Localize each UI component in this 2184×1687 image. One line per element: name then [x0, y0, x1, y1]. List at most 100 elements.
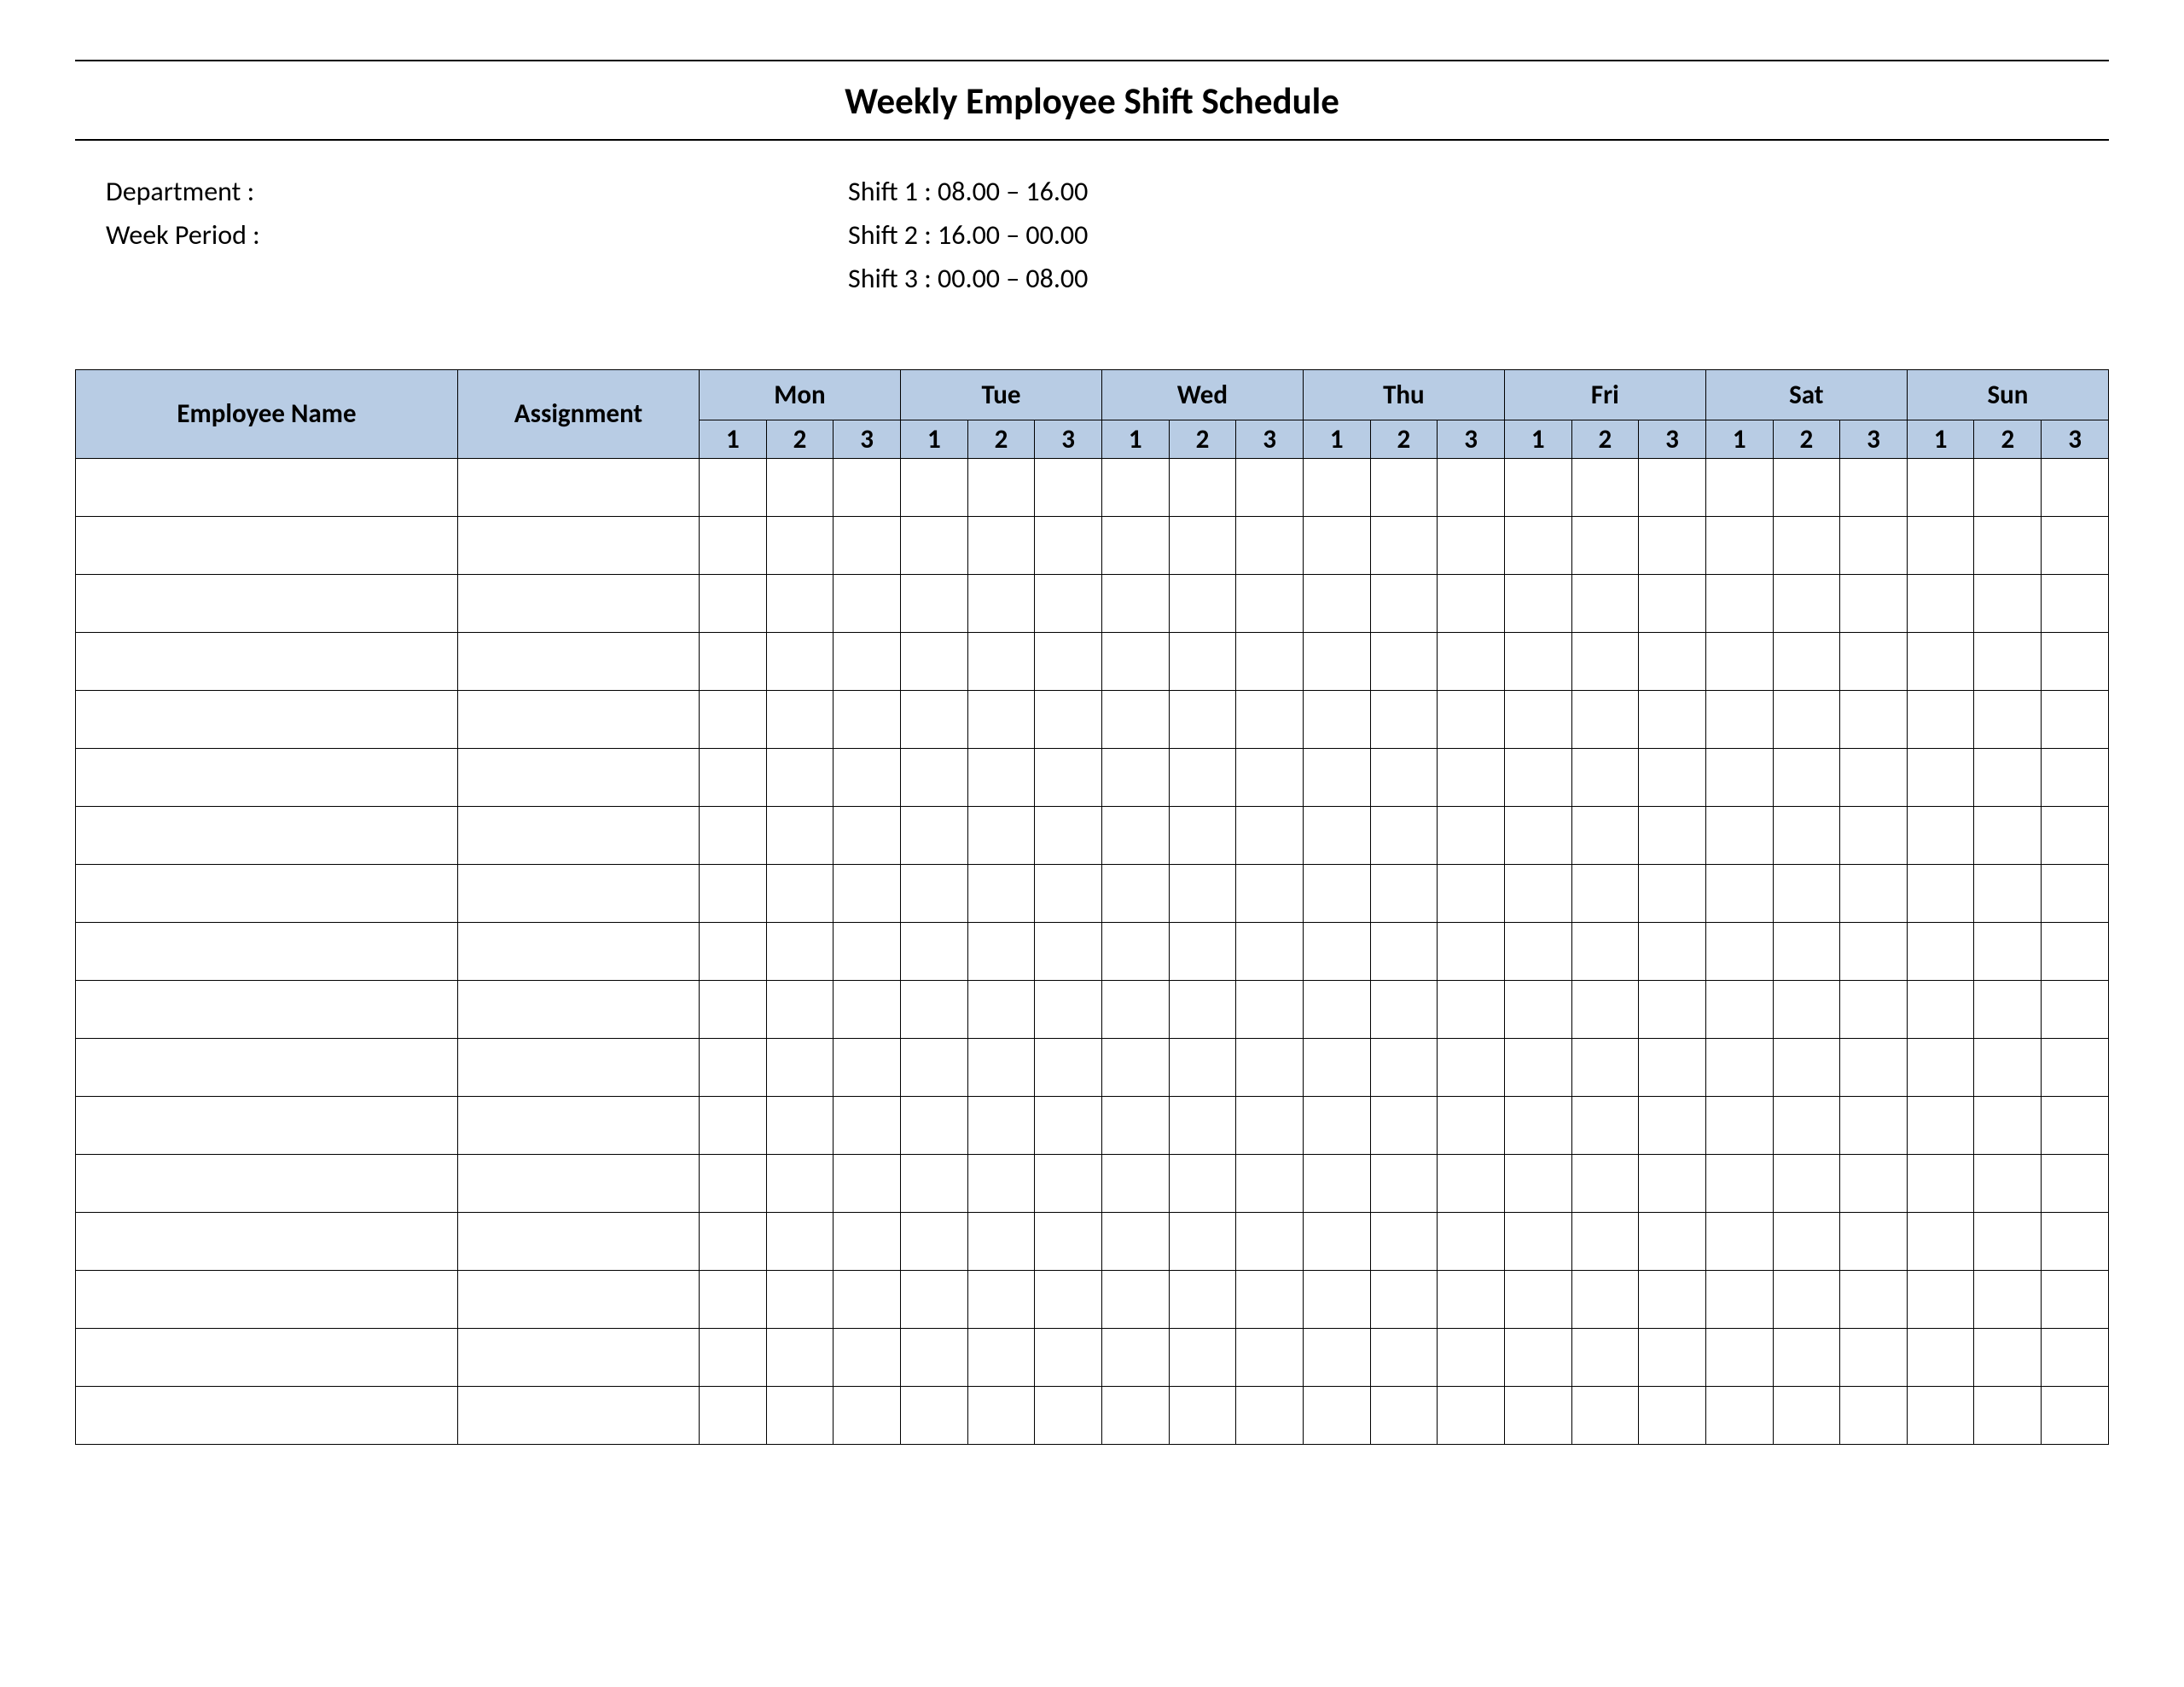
shift-cell[interactable]	[700, 1038, 767, 1096]
assignment-cell[interactable]	[458, 516, 700, 574]
shift-cell[interactable]	[1773, 748, 1840, 806]
shift-cell[interactable]	[1974, 1038, 2042, 1096]
shift-cell[interactable]	[1101, 1212, 1169, 1270]
shift-cell[interactable]	[700, 922, 767, 980]
shift-cell[interactable]	[1101, 748, 1169, 806]
employee-name-cell[interactable]	[76, 574, 458, 632]
shift-cell[interactable]	[900, 516, 967, 574]
shift-cell[interactable]	[1438, 516, 1505, 574]
shift-cell[interactable]	[1101, 632, 1169, 690]
shift-cell[interactable]	[1035, 806, 1102, 864]
shift-cell[interactable]	[1438, 1096, 1505, 1154]
shift-cell[interactable]	[1907, 1096, 1974, 1154]
shift-cell[interactable]	[967, 632, 1035, 690]
shift-cell[interactable]	[834, 748, 901, 806]
shift-cell[interactable]	[900, 1154, 967, 1212]
shift-cell[interactable]	[1974, 1154, 2042, 1212]
shift-cell[interactable]	[967, 690, 1035, 748]
shift-cell[interactable]	[1370, 1154, 1438, 1212]
shift-cell[interactable]	[1169, 690, 1236, 748]
shift-cell[interactable]	[1504, 1154, 1571, 1212]
shift-cell[interactable]	[900, 748, 967, 806]
shift-cell[interactable]	[967, 1386, 1035, 1444]
shift-cell[interactable]	[1571, 1038, 1639, 1096]
shift-cell[interactable]	[1303, 1096, 1370, 1154]
assignment-cell[interactable]	[458, 1212, 700, 1270]
shift-cell[interactable]	[1504, 922, 1571, 980]
shift-cell[interactable]	[834, 1154, 901, 1212]
shift-cell[interactable]	[1571, 574, 1639, 632]
shift-cell[interactable]	[1571, 980, 1639, 1038]
shift-cell[interactable]	[1974, 1328, 2042, 1386]
shift-cell[interactable]	[1974, 806, 2042, 864]
shift-cell[interactable]	[834, 1270, 901, 1328]
shift-cell[interactable]	[1438, 458, 1505, 516]
shift-cell[interactable]	[1101, 690, 1169, 748]
shift-cell[interactable]	[1236, 574, 1304, 632]
shift-cell[interactable]	[1101, 1154, 1169, 1212]
shift-cell[interactable]	[1639, 690, 1706, 748]
shift-cell[interactable]	[2042, 864, 2109, 922]
shift-cell[interactable]	[967, 922, 1035, 980]
shift-cell[interactable]	[1705, 1270, 1773, 1328]
shift-cell[interactable]	[700, 980, 767, 1038]
shift-cell[interactable]	[1303, 864, 1370, 922]
shift-cell[interactable]	[1035, 1212, 1102, 1270]
shift-cell[interactable]	[1035, 516, 1102, 574]
shift-cell[interactable]	[967, 1270, 1035, 1328]
shift-cell[interactable]	[1303, 632, 1370, 690]
shift-cell[interactable]	[1101, 922, 1169, 980]
shift-cell[interactable]	[1101, 574, 1169, 632]
shift-cell[interactable]	[766, 1096, 834, 1154]
employee-name-cell[interactable]	[76, 1328, 458, 1386]
shift-cell[interactable]	[1773, 1270, 1840, 1328]
shift-cell[interactable]	[1370, 1386, 1438, 1444]
shift-cell[interactable]	[1571, 748, 1639, 806]
shift-cell[interactable]	[1773, 922, 1840, 980]
shift-cell[interactable]	[1504, 1386, 1571, 1444]
employee-name-cell[interactable]	[76, 1212, 458, 1270]
assignment-cell[interactable]	[458, 1328, 700, 1386]
shift-cell[interactable]	[1303, 922, 1370, 980]
shift-cell[interactable]	[1504, 574, 1571, 632]
shift-cell[interactable]	[1169, 1386, 1236, 1444]
shift-cell[interactable]	[1236, 516, 1304, 574]
shift-cell[interactable]	[1840, 632, 1908, 690]
shift-cell[interactable]	[766, 1038, 834, 1096]
shift-cell[interactable]	[1035, 748, 1102, 806]
shift-cell[interactable]	[1907, 690, 1974, 748]
assignment-cell[interactable]	[458, 690, 700, 748]
shift-cell[interactable]	[1101, 458, 1169, 516]
shift-cell[interactable]	[1370, 574, 1438, 632]
shift-cell[interactable]	[766, 1328, 834, 1386]
shift-cell[interactable]	[967, 1212, 1035, 1270]
shift-cell[interactable]	[766, 1386, 834, 1444]
shift-cell[interactable]	[1571, 1154, 1639, 1212]
shift-cell[interactable]	[1236, 1328, 1304, 1386]
shift-cell[interactable]	[1773, 1212, 1840, 1270]
shift-cell[interactable]	[1571, 1212, 1639, 1270]
shift-cell[interactable]	[1504, 864, 1571, 922]
shift-cell[interactable]	[1101, 864, 1169, 922]
assignment-cell[interactable]	[458, 748, 700, 806]
shift-cell[interactable]	[1907, 1270, 1974, 1328]
shift-cell[interactable]	[766, 458, 834, 516]
shift-cell[interactable]	[766, 690, 834, 748]
shift-cell[interactable]	[1169, 1212, 1236, 1270]
shift-cell[interactable]	[1438, 1212, 1505, 1270]
shift-cell[interactable]	[1169, 574, 1236, 632]
shift-cell[interactable]	[834, 1038, 901, 1096]
shift-cell[interactable]	[1773, 864, 1840, 922]
shift-cell[interactable]	[1504, 1212, 1571, 1270]
shift-cell[interactable]	[1705, 806, 1773, 864]
shift-cell[interactable]	[900, 1212, 967, 1270]
shift-cell[interactable]	[967, 748, 1035, 806]
shift-cell[interactable]	[2042, 748, 2109, 806]
shift-cell[interactable]	[1035, 980, 1102, 1038]
shift-cell[interactable]	[1705, 632, 1773, 690]
shift-cell[interactable]	[1907, 516, 1974, 574]
shift-cell[interactable]	[1705, 1328, 1773, 1386]
shift-cell[interactable]	[1773, 1038, 1840, 1096]
shift-cell[interactable]	[1571, 806, 1639, 864]
shift-cell[interactable]	[967, 1038, 1035, 1096]
